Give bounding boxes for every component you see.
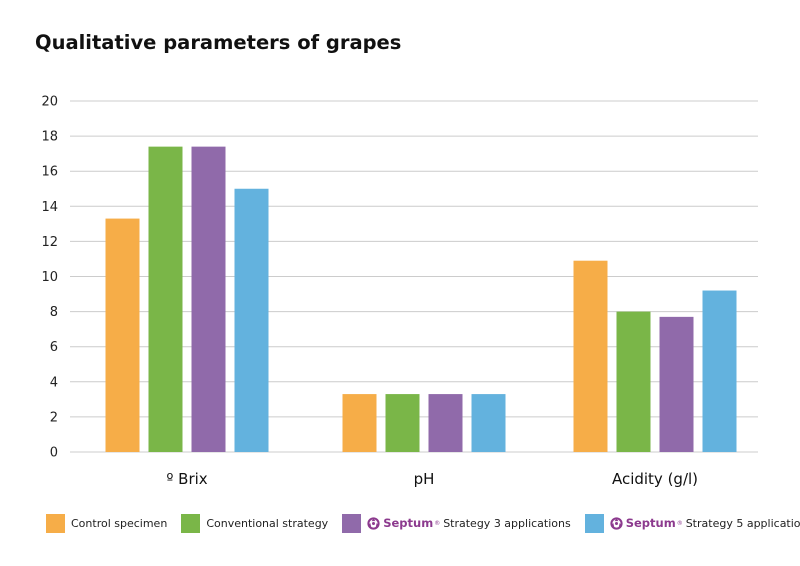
y-tick-label: 8: [50, 305, 58, 320]
legend-swatch: [584, 513, 604, 533]
bar-4-2: [471, 394, 506, 452]
bar-2-2: [385, 394, 420, 452]
x-category-label: º Brix: [166, 470, 207, 488]
x-category-label: Acidity (g/l): [612, 470, 698, 488]
y-tick-label: 6: [50, 340, 58, 355]
bar-3-1: [191, 146, 226, 452]
legend-label: Strategy 3 applications: [443, 516, 571, 530]
legend-swatch: [181, 513, 201, 533]
bar-1-1: [105, 218, 140, 452]
x-category-label: pH: [414, 470, 435, 488]
brand-name: Septum: [625, 516, 676, 530]
y-tick-label: 20: [41, 95, 58, 110]
y-tick-label: 2: [50, 410, 58, 425]
trademark-mark: ®: [676, 519, 683, 527]
bar-1-2: [342, 394, 377, 452]
brand-name: Septum: [383, 516, 434, 530]
y-tick-label: 18: [41, 130, 58, 145]
bar-1-3: [573, 260, 608, 452]
legend-item: Control specimen: [46, 513, 168, 533]
legend-label: Strategy 5 applications: [685, 516, 800, 530]
legend-label: Conventional strategy: [206, 516, 329, 530]
y-tick-label: 10: [41, 270, 58, 285]
y-tick-label: 12: [41, 235, 58, 250]
bar-4-3: [702, 290, 737, 452]
legend-swatch: [342, 513, 362, 533]
bar-2-3: [616, 311, 651, 452]
brand-mark: Septum ®: [367, 516, 440, 530]
y-axis-ticks: 0 2 4 6 8 10 12 14 16 18 20: [41, 95, 58, 461]
y-tick-label: 0: [50, 446, 58, 461]
legend-item: Septum®Strategy 5 applications: [584, 513, 800, 533]
bar-3-3: [659, 316, 694, 452]
legend-item: Conventional strategy: [181, 513, 329, 533]
y-tick-label: 16: [41, 165, 58, 180]
y-tick-label: 14: [41, 200, 58, 215]
brand-mark: Septum ®: [610, 516, 683, 530]
trademark-mark: ®: [434, 519, 441, 527]
bar-3-2: [428, 394, 463, 452]
legend: Control specimen Conventional strategy Sep…: [46, 512, 800, 534]
legend-item: Septum ® Strategy 3 applications: [342, 513, 571, 533]
bars: [105, 146, 737, 452]
y-tick-label: 4: [50, 375, 58, 390]
legend-label: Control specimen: [71, 516, 168, 530]
bar-chart: 0 2 4 6 8 10 12 14 16 18 20 º Brix pH Acidity (g/l): [41, 95, 758, 488]
x-axis-categories: º Brix pH Acidity (g/l): [166, 470, 698, 488]
septum-logo-icon: [367, 516, 380, 530]
bar-2-1: [148, 146, 183, 452]
chart-title: Qualitative parameters of grapes: [35, 31, 402, 54]
bar-4-1: [234, 188, 269, 452]
septum-logo-icon: [610, 516, 623, 530]
legend-swatch: [46, 513, 65, 533]
